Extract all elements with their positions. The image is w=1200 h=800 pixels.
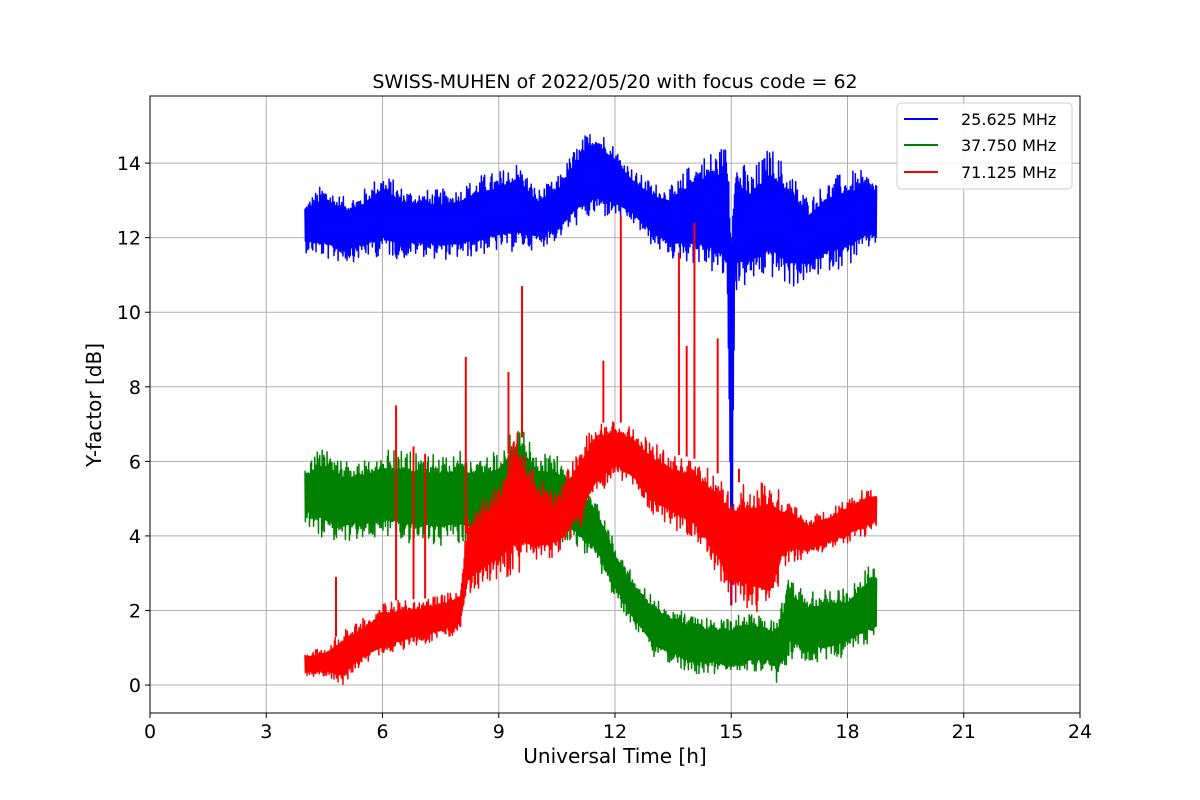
y-axis-label: Y-factor [dB] [82, 343, 106, 468]
x-tick-label-6: 18 [835, 721, 859, 743]
x-axis-ticks: 0 3 6 9 12 15 18 21 24 [144, 713, 1092, 743]
legend-box [896, 102, 1073, 190]
y-tick-label-1: 2 [129, 600, 141, 622]
x-tick-label-3: 9 [493, 721, 505, 743]
x-tick-label-5: 15 [719, 721, 743, 743]
y-tick-label-7: 14 [117, 153, 141, 175]
legend-label-series-2: 37.750 MHz [961, 136, 1056, 155]
y-axis-ticks: 0 2 4 6 8 10 12 14 [117, 153, 150, 697]
x-tick-label-8: 24 [1068, 721, 1092, 743]
legend-label-series-1: 25.625 MHz [961, 110, 1056, 129]
legend-label-series-3: 71.125 MHz [961, 163, 1056, 182]
x-tick-label-4: 12 [603, 721, 627, 743]
x-tick-label-2: 6 [376, 721, 388, 743]
series-line-1 [304, 133, 878, 606]
series-line-2 [304, 430, 878, 683]
y-tick-label-0: 0 [129, 675, 141, 697]
x-tick-label-1: 3 [260, 721, 272, 743]
chart-title: SWISS-MUHEN of 2022/05/20 with focus cod… [372, 71, 857, 93]
y-tick-label-4: 8 [129, 377, 141, 399]
legend: 25.625 MHz 37.750 MHz 71.125 MHz [896, 102, 1073, 190]
y-tick-label-6: 12 [117, 228, 141, 250]
y-tick-label-2: 4 [129, 526, 141, 548]
y-tick-label-3: 6 [129, 451, 141, 473]
series-layer [304, 133, 878, 686]
x-tick-label-0: 0 [144, 721, 156, 743]
series-line-3 [304, 421, 878, 686]
x-axis-label: Universal Time [h] [523, 744, 706, 768]
x-tick-label-7: 21 [952, 721, 976, 743]
y-tick-label-5: 10 [117, 302, 141, 324]
